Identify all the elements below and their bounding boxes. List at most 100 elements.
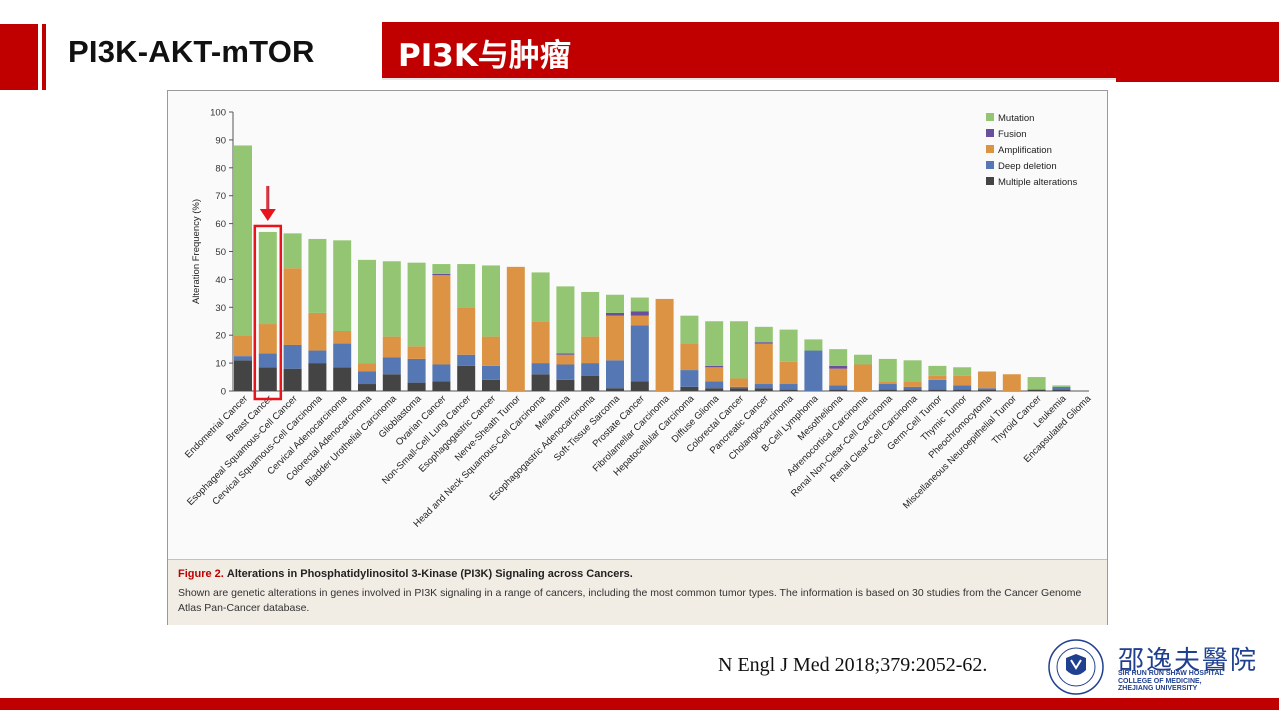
slide-title: PI3K-AKT-mTOR xyxy=(68,34,315,69)
bar-segment xyxy=(506,266,525,391)
bar-segment xyxy=(606,315,624,361)
bar-segment xyxy=(482,365,500,380)
bar-segment xyxy=(829,368,848,386)
bar-segment xyxy=(482,265,500,337)
bar-segment xyxy=(432,264,451,274)
bar-segment xyxy=(928,365,947,376)
bar-segment xyxy=(432,364,451,382)
bar-segment xyxy=(878,384,897,390)
bar-segment xyxy=(556,364,575,380)
bar-segment xyxy=(258,324,277,354)
hospital-name-en-line: ZHEJIANG UNIVERSITY xyxy=(1118,685,1198,692)
hospital-name-en: SIR RUN RUN SHAW HOSPITAL COLLEGE OF MED… xyxy=(1118,670,1224,693)
caption-figure-label: Figure 2. xyxy=(178,568,224,580)
bar-segment xyxy=(928,375,947,380)
citation: N Engl J Med 2018;379:2052-62. xyxy=(718,654,988,676)
bar-segment xyxy=(705,365,724,368)
bar-segment xyxy=(804,350,823,391)
bar-segment xyxy=(457,365,476,391)
bar-segment xyxy=(754,342,773,344)
figure-panel: 0 10 20 30 40 50 60 70 80 90 100 Alteration Frequen… xyxy=(167,90,1108,625)
bar-segment xyxy=(606,388,624,391)
bar-segment xyxy=(283,368,302,391)
bar-segment xyxy=(258,231,277,325)
bar-segment xyxy=(407,346,426,359)
legend-label: Multiple alterations xyxy=(998,177,1077,188)
bar-segment xyxy=(953,389,972,391)
bar-segment xyxy=(754,343,773,385)
bar-segment xyxy=(432,273,451,276)
bar-segment xyxy=(878,381,897,385)
bar-segment xyxy=(258,353,277,368)
footer-bar xyxy=(0,698,1279,710)
hospital-name-cn: 邵逸夫醫院 xyxy=(1118,646,1259,676)
bar-segment xyxy=(333,240,352,332)
bar-segment xyxy=(829,385,848,390)
y-tick-label: 30 xyxy=(215,303,226,314)
caption-title: Alterations in Phosphatidylinositol 3-Ki… xyxy=(226,568,633,580)
bar-segment xyxy=(482,336,500,366)
bar-segment xyxy=(953,367,972,376)
y-tick-label: 40 xyxy=(215,275,226,286)
bar-segment xyxy=(655,298,674,391)
bar-segment xyxy=(978,371,996,389)
bar-segment xyxy=(382,261,401,337)
bar-segment xyxy=(606,312,624,316)
banner-underline xyxy=(382,78,1116,80)
title-accent-line xyxy=(42,24,46,90)
bar-segment xyxy=(333,331,352,344)
caption-body: Shown are genetic alterations in genes i… xyxy=(178,587,1082,614)
y-tick-label: 80 xyxy=(215,163,226,174)
legend-swatch xyxy=(986,177,994,185)
y-tick-label: 20 xyxy=(215,331,226,342)
y-tick-label: 0 xyxy=(221,387,226,398)
section-title: PI3K与肿瘤 xyxy=(398,38,571,74)
legend-label: Fusion xyxy=(998,129,1027,140)
bar-segment xyxy=(630,315,649,326)
bar-segment xyxy=(829,365,848,369)
y-axis-label: Alteration Frequency (%) xyxy=(191,199,202,304)
bar-segment xyxy=(779,389,798,391)
bar-segment xyxy=(953,375,972,386)
bar-segment xyxy=(382,336,401,358)
legend-swatch xyxy=(986,145,994,153)
legend-swatch xyxy=(986,113,994,121)
bar-segment xyxy=(779,384,798,390)
bar-segment xyxy=(382,374,401,391)
bar-segment xyxy=(556,354,575,365)
section-banner xyxy=(382,22,1279,78)
bar-segment xyxy=(432,275,451,365)
bar-segment xyxy=(407,358,426,383)
y-tick-label: 50 xyxy=(215,247,226,258)
legend-label: Mutation xyxy=(998,113,1034,124)
bar-segment xyxy=(730,386,748,389)
highlight-box xyxy=(253,224,283,401)
hospital-name-en-line: COLLEGE OF MEDICINE, xyxy=(1118,677,1202,685)
bar-segment xyxy=(308,312,327,351)
figure-caption: Figure 2. Alterations in Phosphatidylino… xyxy=(168,559,1107,625)
bar-segment xyxy=(903,381,922,387)
bar-segment xyxy=(630,297,649,312)
bar-segment xyxy=(953,385,972,390)
title-accent-block xyxy=(0,24,38,90)
bar-segment xyxy=(630,325,649,382)
legend-swatch xyxy=(986,161,994,169)
bar-segment xyxy=(630,311,649,316)
bar-segment xyxy=(978,388,996,390)
bar-segment xyxy=(1027,377,1046,390)
hospital-name-en-line: SIR RUN RUN SHAW HOSPITAL xyxy=(1118,670,1224,677)
bar-segment xyxy=(234,335,252,357)
highlight-arrow-head xyxy=(259,208,276,221)
bar-segment xyxy=(730,388,748,391)
bar-segment xyxy=(705,321,724,366)
y-tick-label: 70 xyxy=(215,191,226,202)
bar-segment xyxy=(680,370,699,387)
bar-segment xyxy=(333,343,352,368)
bar-segment xyxy=(804,339,823,351)
legend-swatch xyxy=(986,129,994,137)
bar-segment xyxy=(829,389,848,391)
bar-segment xyxy=(358,371,376,385)
bar-segment xyxy=(903,386,922,390)
bar-segment xyxy=(1052,386,1071,390)
bar-segment xyxy=(457,264,476,308)
